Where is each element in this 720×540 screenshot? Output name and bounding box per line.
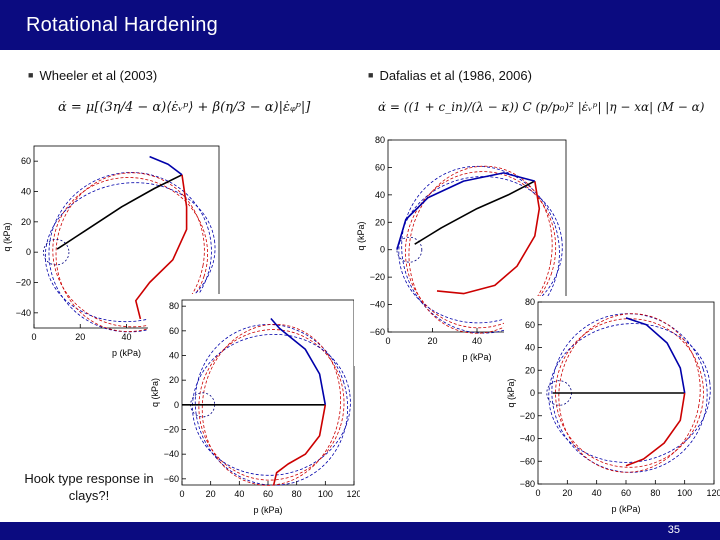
- yield-surface-ellipse: [44, 182, 216, 323]
- y-tick-label: 0: [26, 247, 31, 257]
- note-text: Hook type response in clays?!: [24, 471, 154, 503]
- y-tick-label: 80: [375, 135, 385, 145]
- x-tick-label: 40: [121, 332, 131, 342]
- y-axis-label: q (kPa): [150, 378, 160, 407]
- y-tick-label: −80: [520, 479, 535, 489]
- y-axis-label: q (kPa): [506, 378, 516, 407]
- x-tick-label: 20: [75, 332, 85, 342]
- page-number: 35: [667, 524, 680, 536]
- footer-bar: 35: [0, 522, 720, 540]
- series-line-1: [436, 180, 541, 295]
- x-tick-label: 100: [318, 489, 333, 499]
- y-tick-label: 20: [375, 217, 385, 227]
- y-tick-label: 60: [375, 162, 385, 172]
- y-tick-label: 40: [169, 351, 179, 361]
- y-tick-label: −20: [164, 425, 179, 435]
- y-tick-label: 20: [21, 217, 31, 227]
- chart-wheeler-large: 0 20 40 60 80 100 120 −60 −40 −20 0 20 40 60 80 p (kPa)…: [148, 294, 360, 519]
- x-tick-label: 0: [179, 489, 184, 499]
- y-tick-label: −60: [164, 474, 179, 484]
- x-axis-label: p (kPa): [112, 348, 141, 358]
- title-bar: Rotational Hardening: [0, 0, 720, 50]
- y-tick-label: −60: [520, 456, 535, 466]
- series-line-2: [272, 404, 327, 486]
- y-tick-label: −40: [370, 300, 385, 310]
- y-tick-label: −20: [16, 278, 31, 288]
- x-tick-label: 80: [650, 488, 660, 498]
- yield-surface-ellipse: [398, 176, 563, 324]
- y-tick-label: 60: [169, 326, 179, 336]
- x-tick-label: 40: [234, 489, 244, 499]
- left-equation: α̇ = μ[(3η/4 − α)⟨ε̇ᵥᵖ⟩ + β(η/3 − α)|ε̇ᵩ…: [58, 100, 311, 115]
- yield-surface-ellipse: [555, 318, 704, 468]
- x-axis-label: p (kPa): [253, 505, 282, 515]
- x-tick-label: 60: [621, 488, 631, 498]
- series-line-1: [135, 174, 188, 320]
- x-axis-label: p (kPa): [462, 352, 491, 362]
- initial-yield-circle: [396, 236, 423, 263]
- y-tick-label: 60: [21, 156, 31, 166]
- right-heading: Dafalias et al (1986, 2006): [379, 68, 532, 83]
- y-tick-label: 60: [525, 320, 535, 330]
- y-tick-label: 80: [525, 297, 535, 307]
- x-tick-label: 120: [706, 488, 720, 498]
- y-tick-label: 0: [530, 388, 535, 398]
- left-heading-bullet: ■ Wheeler et al (2003): [28, 68, 157, 83]
- yield-surface-ellipse: [52, 177, 208, 328]
- x-tick-label: 100: [677, 488, 692, 498]
- y-tick-label: 80: [169, 301, 179, 311]
- bullet-icon: ■: [28, 70, 34, 80]
- series-line-0: [414, 180, 536, 245]
- y-tick-label: 20: [169, 375, 179, 385]
- y-tick-label: 40: [525, 343, 535, 353]
- series-line-2: [396, 172, 536, 250]
- x-tick-label: 20: [206, 489, 216, 499]
- chart-wheeler-small: 0 20 40 60 −40 −20 0 20 40 60 p (kPa) q (kPa): [0, 140, 225, 362]
- series-line-1: [625, 317, 686, 394]
- right-equation: α̇ = ((1 + c_in)/(λ − κ)) C (p/p₀)² |ε̇ᵥ…: [378, 100, 705, 114]
- chart-background: [504, 296, 720, 518]
- x-tick-label: 0: [31, 332, 36, 342]
- x-tick-label: 20: [562, 488, 572, 498]
- y-tick-label: 40: [21, 187, 31, 197]
- yield-surface-ellipse: [558, 313, 701, 473]
- initial-yield-circle: [43, 239, 70, 266]
- y-tick-label: 0: [380, 245, 385, 255]
- slide-title: Rotational Hardening: [26, 14, 218, 36]
- series-line-1: [270, 317, 327, 405]
- x-tick-label: 80: [292, 489, 302, 499]
- y-axis-label: q (kPa): [356, 221, 366, 250]
- series-line-0: [56, 174, 183, 250]
- y-tick-label: −20: [520, 411, 535, 421]
- bullet-icon: ■: [368, 70, 374, 80]
- series-line-2: [625, 392, 686, 467]
- x-tick-label: 40: [592, 488, 602, 498]
- y-tick-label: −60: [370, 327, 385, 337]
- yield-surface-ellipse: [551, 313, 708, 473]
- yield-surface-ellipse: [408, 165, 553, 334]
- y-tick-label: 40: [375, 190, 385, 200]
- x-axis-label: p (kPa): [611, 504, 640, 514]
- y-axis-label: q (kPa): [2, 222, 12, 251]
- x-tick-label: 0: [385, 336, 390, 346]
- x-tick-label: 60: [263, 489, 273, 499]
- right-heading-bullet: ■ Dafalias et al (1986, 2006): [368, 68, 532, 83]
- y-tick-label: 0: [174, 400, 179, 410]
- x-tick-label: 0: [535, 488, 540, 498]
- yield-surface-ellipse: [192, 333, 351, 476]
- x-tick-label: 20: [427, 336, 437, 346]
- chart-dafalias-large: 0 20 40 60 80 100 120 −80 −60 −40 −20 0 20 40 60 80 p (k…: [504, 296, 720, 518]
- y-tick-label: −40: [164, 449, 179, 459]
- y-tick-label: −20: [370, 272, 385, 282]
- x-tick-label: 120: [346, 489, 360, 499]
- yield-surface-ellipse: [405, 171, 557, 329]
- left-heading: Wheeler et al (2003): [39, 68, 158, 83]
- x-tick-label: 40: [472, 336, 482, 346]
- y-tick-label: 20: [525, 365, 535, 375]
- series-line-2: [149, 155, 183, 176]
- y-tick-label: −40: [520, 434, 535, 444]
- y-tick-label: −40: [16, 308, 31, 318]
